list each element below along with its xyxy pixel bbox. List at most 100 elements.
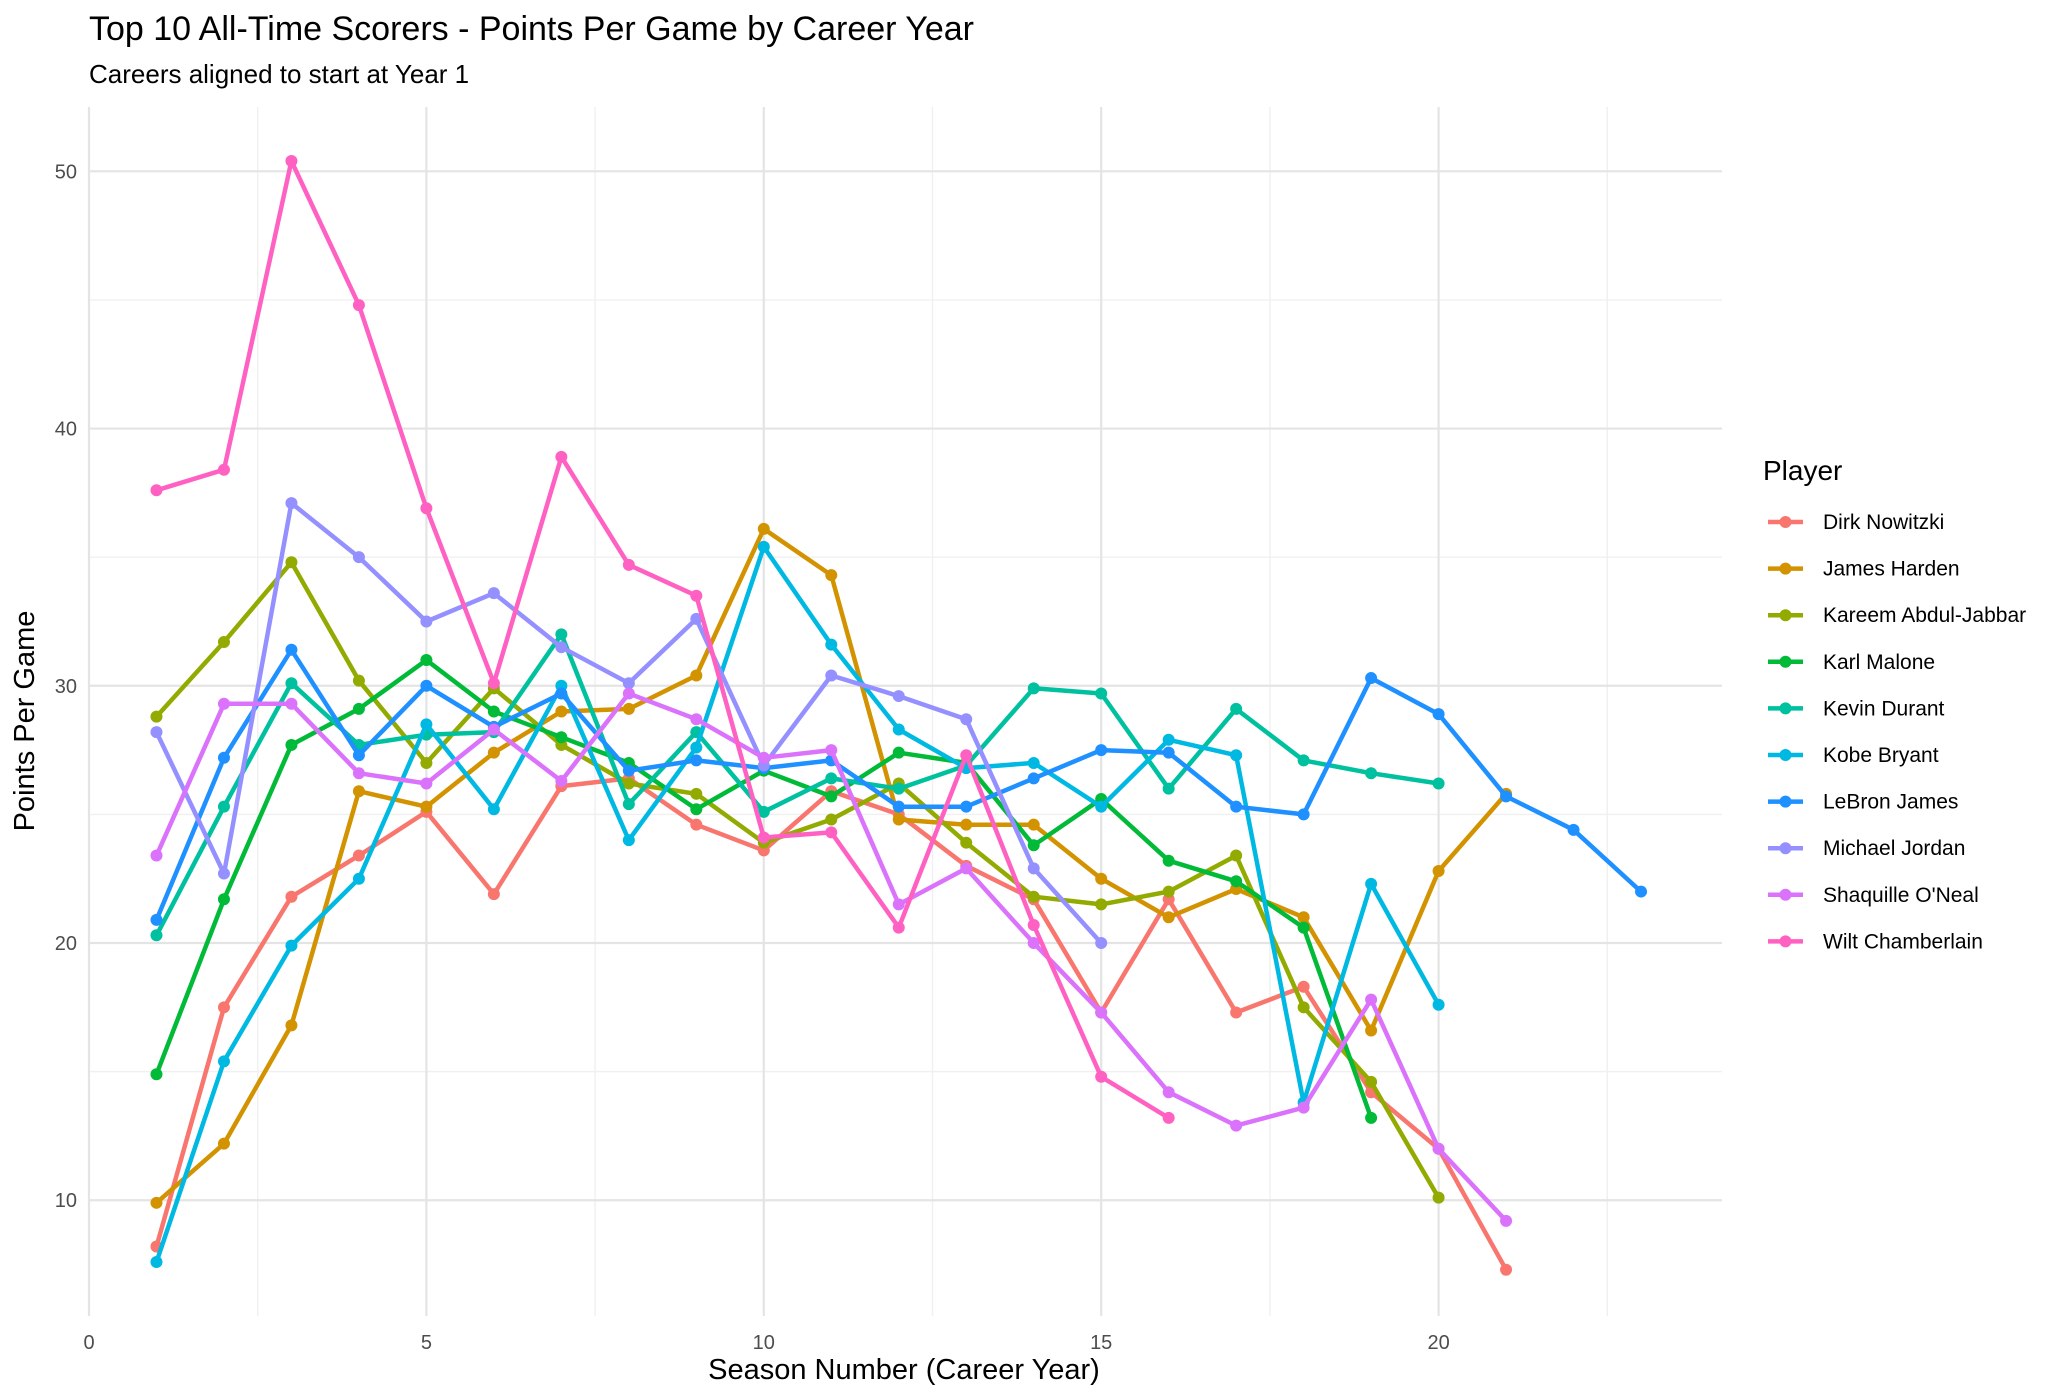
- legend-item-dirk-nowitzki: Dirk Nowitzki: [1768, 511, 1944, 534]
- data-point: [825, 569, 838, 582]
- data-point: [487, 677, 500, 690]
- x-axis-tick-labels: 0 5 10 15 20: [83, 1332, 1449, 1354]
- series-layer: [150, 155, 1648, 1276]
- data-point: [1567, 823, 1580, 836]
- data-point: [1162, 885, 1175, 898]
- data-point: [555, 705, 568, 718]
- data-point: [555, 628, 568, 641]
- data-point: [150, 849, 163, 862]
- data-point: [960, 836, 973, 849]
- data-point: [1095, 872, 1108, 885]
- x-tick-label: 20: [1427, 1332, 1449, 1354]
- data-point: [150, 929, 163, 942]
- data-point: [555, 641, 568, 654]
- data-point: [1500, 1263, 1513, 1276]
- legend-key-point: [1779, 842, 1792, 855]
- data-point: [217, 1137, 230, 1150]
- data-point: [1297, 1101, 1310, 1114]
- data-point: [1162, 854, 1175, 867]
- legend-key-point: [1779, 702, 1792, 715]
- legend-item-karl-malone: Karl Malone: [1768, 651, 1935, 674]
- data-point: [1095, 744, 1108, 757]
- data-point: [892, 690, 905, 703]
- data-point: [1027, 839, 1040, 852]
- data-point: [892, 921, 905, 934]
- data-point: [1432, 1142, 1445, 1155]
- data-point: [1027, 937, 1040, 950]
- data-point: [285, 677, 298, 690]
- legend-label: Dirk Nowitzki: [1823, 511, 1944, 534]
- data-point: [352, 702, 365, 715]
- data-point: [1027, 682, 1040, 695]
- legend-item-kareem-abdul-jabbar: Kareem Abdul-Jabbar: [1768, 604, 2026, 627]
- data-point: [1500, 790, 1513, 803]
- data-point: [1432, 708, 1445, 721]
- legend-key-point: [1779, 562, 1792, 575]
- data-point: [757, 522, 770, 535]
- data-point: [1095, 800, 1108, 813]
- data-point: [555, 687, 568, 700]
- x-tick-label: 10: [753, 1332, 775, 1354]
- data-point: [1365, 993, 1378, 1006]
- series-line: [154, 158, 1171, 1121]
- data-point: [1230, 1006, 1243, 1019]
- data-point: [1365, 877, 1378, 890]
- legend-key-point: [1779, 749, 1792, 761]
- data-point: [352, 849, 365, 862]
- data-point: [352, 551, 365, 564]
- data-point: [1297, 1001, 1310, 1014]
- legend-items: Dirk Nowitzki James Harden Kareem Abdul-Ja…: [1768, 511, 2026, 953]
- data-point: [150, 1196, 163, 1209]
- data-point: [690, 612, 703, 625]
- data-point: [1365, 1075, 1378, 1088]
- data-point: [892, 898, 905, 911]
- data-point: [1297, 980, 1310, 993]
- data-point: [1095, 898, 1108, 911]
- data-point: [622, 777, 635, 790]
- series-shaquille-o-neal: [150, 687, 1513, 1227]
- data-point: [1095, 687, 1108, 700]
- data-point: [1297, 754, 1310, 767]
- data-point: [622, 687, 635, 700]
- data-point: [217, 463, 230, 476]
- data-point: [1297, 911, 1310, 924]
- data-point: [420, 654, 433, 667]
- data-point: [285, 738, 298, 751]
- data-point: [690, 589, 703, 602]
- legend-item-lebron-james: LeBron James: [1768, 791, 1958, 814]
- data-point: [352, 872, 365, 885]
- data-point: [285, 697, 298, 710]
- series-line: [154, 544, 1441, 1265]
- series-michael-jordan: [150, 497, 1108, 950]
- data-point: [622, 798, 635, 811]
- data-point: [487, 746, 500, 759]
- data-point: [622, 834, 635, 847]
- legend-item-kevin-durant: Kevin Durant: [1768, 697, 1945, 720]
- data-point: [285, 556, 298, 569]
- data-point: [1095, 1006, 1108, 1019]
- legend-label: Michael Jordan: [1823, 837, 1965, 860]
- data-point: [285, 155, 298, 168]
- data-point: [892, 723, 905, 736]
- data-point: [690, 669, 703, 682]
- data-point: [690, 818, 703, 831]
- data-point: [1432, 998, 1445, 1011]
- legend-item-wilt-chamberlain: Wilt Chamberlain: [1768, 930, 1983, 953]
- data-point: [285, 643, 298, 656]
- series-wilt-chamberlain: [150, 155, 1175, 1124]
- data-point: [1365, 672, 1378, 685]
- data-point: [1027, 862, 1040, 875]
- data-point: [1230, 702, 1243, 715]
- data-point: [150, 1255, 163, 1268]
- y-axis-title: Points Per Game: [9, 611, 41, 832]
- data-point: [555, 774, 568, 787]
- legend-key-point: [1779, 516, 1792, 528]
- data-point: [960, 713, 973, 726]
- data-point: [1365, 1024, 1378, 1037]
- data-point: [420, 679, 433, 692]
- chart-subtitle: Careers aligned to start at Year 1: [89, 59, 469, 89]
- chart-title: Top 10 All-Time Scorers - Points Per Gam…: [89, 10, 974, 48]
- y-tick-label: 50: [55, 161, 77, 183]
- data-point: [487, 803, 500, 816]
